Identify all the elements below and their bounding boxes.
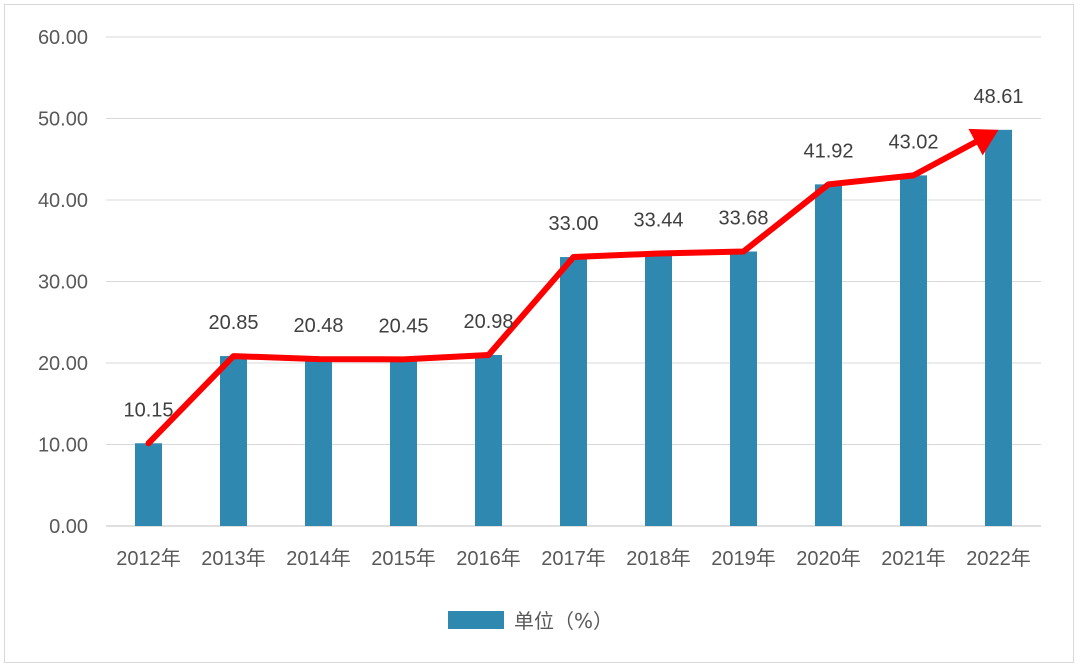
data-labels: 10.15 20.85 20.48 20.45 20.98 33.00 33.44 33.68… <box>123 86 1023 421</box>
x-tick-label: 2014年 <box>286 547 351 570</box>
bar <box>730 251 757 526</box>
data-label: 33.44 <box>633 209 683 231</box>
x-tick-label: 2020年 <box>796 547 861 570</box>
legend-swatch <box>448 611 504 629</box>
x-tick-label: 2018年 <box>626 547 691 570</box>
x-tick-label: 2013年 <box>201 547 266 570</box>
bar <box>985 129 1012 527</box>
data-label: 33.00 <box>548 213 598 235</box>
bars <box>135 129 1012 527</box>
legend: 单位（%） <box>448 609 613 633</box>
bar <box>560 257 587 526</box>
bar <box>220 356 247 526</box>
x-tick-label: 2012年 <box>116 547 181 570</box>
bar <box>390 359 417 526</box>
bar <box>900 175 927 526</box>
legend-label: 单位（%） <box>514 609 613 633</box>
trend-arrow <box>145 128 999 447</box>
x-tick-label: 2016年 <box>456 547 521 570</box>
data-label: 41.92 <box>803 140 853 162</box>
data-label: 20.45 <box>378 315 428 337</box>
bar <box>475 355 502 526</box>
x-tick-label: 2017年 <box>541 547 606 570</box>
bar <box>305 359 332 526</box>
x-axis: 2012年 2013年 2014年 2015年 2016年 2017年 2018年 2019年… <box>116 547 1031 570</box>
data-label: 20.48 <box>293 315 343 337</box>
y-tick-label: 20.00 <box>38 353 88 375</box>
data-label: 48.61 <box>973 86 1023 108</box>
bar <box>645 253 672 527</box>
x-tick-label: 2022年 <box>966 547 1031 570</box>
trend-line <box>145 138 981 447</box>
data-label: 20.98 <box>463 311 513 333</box>
bar <box>815 184 842 527</box>
y-tick-label: 40.00 <box>38 190 88 212</box>
y-tick-label: 10.00 <box>38 435 88 457</box>
x-tick-label: 2015年 <box>371 547 436 570</box>
gridlines <box>106 36 1041 527</box>
y-tick-label: 30.00 <box>38 272 88 294</box>
data-label: 10.15 <box>123 399 173 421</box>
bar <box>135 443 162 526</box>
y-tick-label: 0.00 <box>49 516 88 538</box>
y-tick-label: 50.00 <box>38 109 88 131</box>
trend-arrowhead <box>968 128 999 156</box>
data-label: 43.02 <box>888 131 938 153</box>
x-tick-label: 2019年 <box>711 547 776 570</box>
x-tick-label: 2021年 <box>881 547 946 570</box>
y-tick-label: 60.00 <box>38 27 88 49</box>
chart-frame <box>4 4 1074 663</box>
data-label: 33.68 <box>718 208 768 230</box>
y-axis: 0.00 10.00 20.00 30.00 40.00 50.00 60.00 <box>38 27 88 538</box>
data-label: 20.85 <box>208 312 258 334</box>
